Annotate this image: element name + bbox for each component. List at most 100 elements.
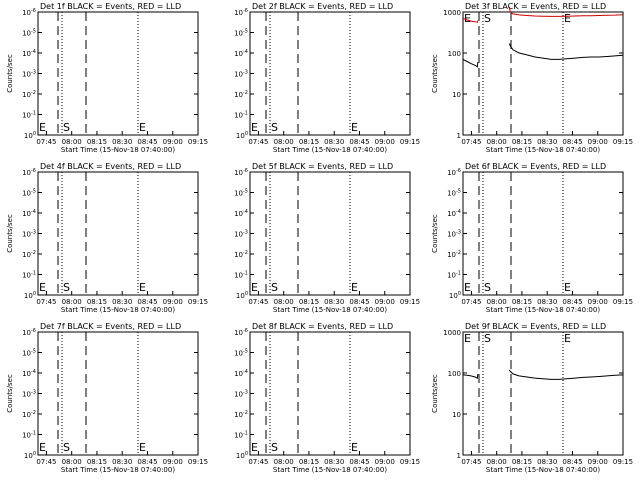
series-events-line — [508, 369, 624, 380]
y-axis-label: Counts/sec — [431, 214, 439, 253]
series-lld-line — [462, 17, 479, 23]
panel-2: Det 2f BLACK = Events, RED = LLD 100 10-1 1… — [234, 2, 420, 154]
marker-s: S — [63, 121, 70, 134]
y-tick-label: 10-5 — [22, 189, 36, 198]
y-tick-label: 10-1 — [234, 111, 248, 120]
y-tick-label: 10-3 — [234, 70, 248, 79]
marker-s: S — [484, 332, 491, 345]
panel-title: Det 2f BLACK = Events, RED = LLD — [252, 2, 393, 11]
marker-e: E — [39, 441, 46, 454]
y-tick-label: 10-3 — [234, 390, 248, 399]
y-tick-label: 1000 — [443, 329, 461, 337]
x-tick-label: 08:00 — [487, 458, 507, 466]
panel-title: Det 4f BLACK = Events, RED = LLD — [40, 162, 181, 171]
y-tick-label: 10-3 — [22, 230, 36, 239]
y-tick-label: 10-5 — [234, 189, 248, 198]
y-axis-label: Counts/sec — [6, 374, 14, 413]
marker-e: E — [139, 441, 146, 454]
x-tick-label: 08:00 — [274, 138, 294, 146]
y-tick-label: 10-3 — [447, 230, 461, 239]
x-tick-label: 08:15 — [299, 298, 319, 306]
y-tick-label: 10-2 — [234, 250, 248, 259]
y-tick-label: 10-1 — [22, 111, 36, 120]
marker-e: E — [564, 12, 571, 25]
x-tick-label: 08:15 — [87, 458, 107, 466]
y-tick-label: 10-6 — [234, 8, 248, 17]
y-tick-label: 10-6 — [234, 168, 248, 177]
x-tick-label: 08:00 — [62, 138, 82, 146]
y-axis-label: Counts/sec — [6, 214, 14, 253]
x-tick-label: 07:45 — [461, 458, 481, 466]
y-axis-label: Counts/sec — [431, 374, 439, 413]
x-tick-label: 08:00 — [487, 138, 507, 146]
x-tick-label: 08:30 — [324, 458, 344, 466]
marker-e: E — [139, 121, 146, 134]
series-lld-line — [508, 6, 624, 17]
x-tick-label: 08:30 — [112, 138, 132, 146]
x-tick-label: 08:00 — [62, 298, 82, 306]
y-tick-label: 10-3 — [22, 390, 36, 399]
marker-e: E — [464, 281, 471, 294]
marker-e: E — [251, 121, 258, 134]
y-tick-label: 10-4 — [234, 209, 248, 218]
y-tick-label: 100 — [236, 291, 248, 300]
plot-frame — [249, 171, 411, 296]
panel-4: Det 4f BLACK = Events, RED = LLD 100 10-1 1… — [6, 162, 208, 314]
x-tick-label: 09:00 — [375, 298, 395, 306]
y-tick-label: 1 — [457, 452, 461, 460]
x-tick-label: 08:15 — [299, 458, 319, 466]
x-tick-label: 09:00 — [588, 458, 608, 466]
y-tick-label: 10-2 — [234, 90, 248, 99]
x-tick-label: 09:00 — [375, 458, 395, 466]
x-axis-label: Start Time (15-Nov-18 07:40:00) — [273, 146, 387, 154]
marker-e: E — [139, 281, 146, 294]
y-tick-label: 10-4 — [234, 49, 248, 58]
y-tick-label: 10-3 — [234, 230, 248, 239]
x-tick-label: 07:45 — [36, 138, 56, 146]
x-tick-label: 09:15 — [188, 298, 208, 306]
x-tick-label: 07:45 — [36, 458, 56, 466]
x-tick-label: 08:00 — [274, 298, 294, 306]
y-tick-label: 100 — [448, 370, 461, 378]
y-tick-label: 10-5 — [22, 349, 36, 358]
x-tick-label: 08:15 — [512, 458, 532, 466]
y-tick-label: 10 — [452, 91, 461, 99]
panel-title: Det 8f BLACK = Events, RED = LLD — [252, 322, 393, 331]
x-tick-label: 07:45 — [248, 138, 268, 146]
panel-title: Det 3f BLACK = Events, RED = LLD — [465, 2, 606, 11]
y-tick-label: 100 — [24, 451, 36, 460]
y-tick-label: 10-5 — [22, 29, 36, 38]
panel-8: Det 8f BLACK = Events, RED = LLD 100 10-1 1… — [234, 322, 420, 474]
x-tick-label: 08:30 — [112, 298, 132, 306]
panel-title: Det 1f BLACK = Events, RED = LLD — [40, 2, 181, 11]
plot-frame — [249, 331, 411, 456]
x-tick-label: 08:00 — [487, 298, 507, 306]
x-tick-label: 08:45 — [562, 298, 582, 306]
panel-title: Det 5f BLACK = Events, RED = LLD — [252, 162, 393, 171]
x-axis-label: Start Time (15-Nov-18 07:40:00) — [486, 466, 600, 474]
y-tick-label: 10-5 — [234, 349, 248, 358]
y-tick-label: 100 — [236, 131, 248, 140]
x-tick-label: 07:45 — [461, 138, 481, 146]
x-tick-label: 08:30 — [324, 298, 344, 306]
marker-s: S — [484, 12, 491, 25]
y-tick-label: 10-3 — [22, 70, 36, 79]
x-tick-label: 09:00 — [375, 138, 395, 146]
y-tick-label: 10 — [452, 411, 461, 419]
y-tick-label: 10-1 — [234, 431, 248, 440]
plot-frame — [462, 331, 624, 456]
x-tick-label: 09:00 — [163, 298, 183, 306]
panel-7: Det 7f BLACK = Events, RED = LLD 100 10-1 1… — [6, 322, 208, 474]
x-tick-label: 09:15 — [400, 298, 420, 306]
x-tick-label: 08:45 — [137, 298, 157, 306]
x-tick-label: 08:30 — [324, 138, 344, 146]
x-tick-label: 08:30 — [537, 138, 557, 146]
x-tick-label: 09:00 — [163, 138, 183, 146]
panel-title: Det 9f BLACK = Events, RED = LLD — [465, 322, 606, 331]
x-tick-label: 08:45 — [137, 138, 157, 146]
y-tick-label: 10-5 — [447, 189, 461, 198]
x-tick-label: 08:45 — [349, 458, 369, 466]
y-tick-label: 10-2 — [22, 90, 36, 99]
y-tick-label: 100 — [449, 291, 461, 300]
